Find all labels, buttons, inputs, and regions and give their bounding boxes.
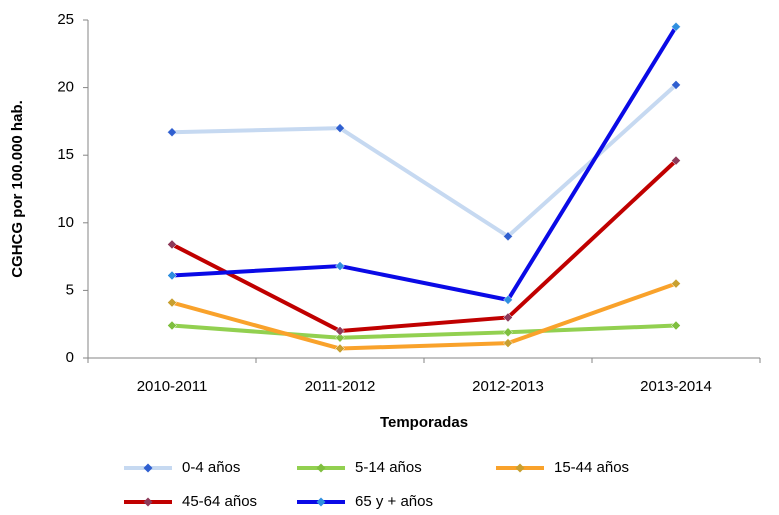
marker bbox=[335, 343, 345, 354]
marker bbox=[335, 261, 345, 271]
marker bbox=[335, 332, 345, 343]
marker bbox=[503, 231, 513, 242]
x-tick-label: 2013-2014 bbox=[640, 378, 712, 395]
series-line bbox=[171, 25, 678, 302]
series-line bbox=[171, 159, 678, 333]
y-tick-label: 0 bbox=[66, 349, 74, 366]
legend-marker bbox=[316, 497, 326, 507]
marker bbox=[503, 295, 513, 305]
y-tick-label: 10 bbox=[57, 214, 74, 231]
marker bbox=[335, 326, 345, 336]
marker bbox=[167, 320, 177, 331]
legend-label: 65 y + años bbox=[355, 493, 433, 510]
marker bbox=[167, 297, 177, 308]
marker bbox=[671, 80, 681, 90]
series-line bbox=[171, 281, 677, 351]
marker bbox=[671, 155, 681, 166]
marker bbox=[671, 320, 681, 331]
legend-label: 0-4 años bbox=[182, 459, 240, 476]
y-tick-label: 25 bbox=[57, 11, 74, 28]
legend-label: 45-64 años bbox=[182, 493, 257, 510]
legend-marker bbox=[143, 497, 153, 507]
legend-label: 15-44 años bbox=[554, 459, 629, 476]
x-tick-label: 2012-2013 bbox=[472, 378, 544, 395]
x-tick-label: 2011-2012 bbox=[305, 378, 376, 395]
marker bbox=[503, 338, 513, 348]
legend-marker bbox=[316, 463, 326, 473]
y-axis-label: CGHCG por 100.000 hab. bbox=[9, 100, 26, 278]
marker bbox=[671, 278, 681, 289]
y-tick-label: 5 bbox=[66, 281, 74, 298]
marker bbox=[167, 239, 177, 250]
marker bbox=[167, 127, 177, 138]
marker bbox=[335, 123, 345, 134]
legend-label: 5-14 años bbox=[355, 459, 422, 476]
marker bbox=[503, 327, 513, 338]
x-axis-label: Temporadas bbox=[380, 414, 468, 431]
legend-marker bbox=[143, 463, 153, 473]
y-tick-label: 20 bbox=[57, 79, 74, 96]
x-tick-label: 2010-2011 bbox=[137, 378, 208, 395]
legend-marker bbox=[515, 463, 525, 473]
y-tick-label: 15 bbox=[57, 146, 74, 163]
marker bbox=[503, 312, 513, 323]
marker bbox=[167, 270, 177, 281]
series-line bbox=[171, 83, 678, 239]
series-line bbox=[171, 323, 677, 340]
marker bbox=[671, 21, 681, 32]
